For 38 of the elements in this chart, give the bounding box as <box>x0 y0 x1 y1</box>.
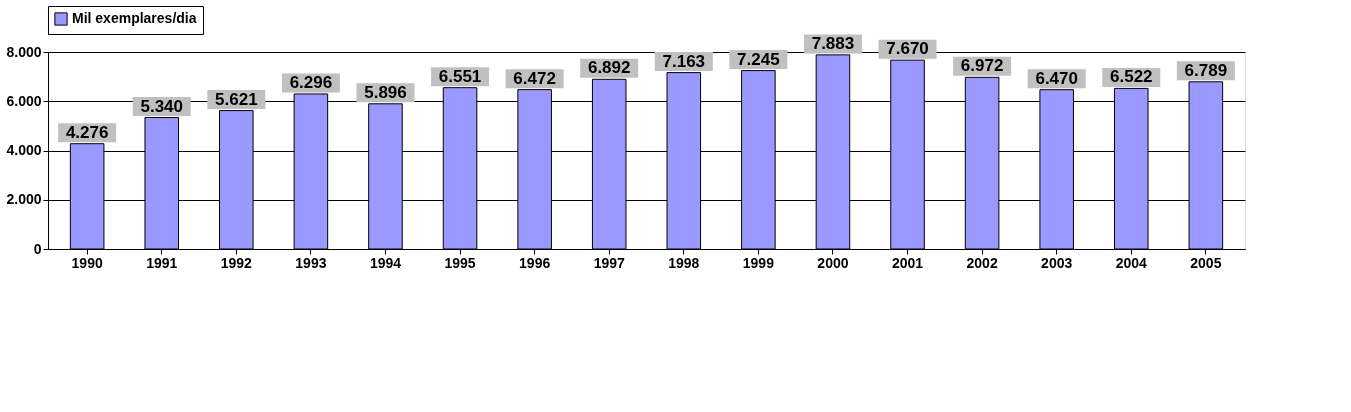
y-tick-label: 2.000 <box>6 191 42 208</box>
x-tick-label: 1991 <box>146 254 178 271</box>
x-tick-label: 1995 <box>444 254 476 271</box>
x-tick-label: 1997 <box>593 254 625 271</box>
x-tick-label: 1999 <box>742 254 775 271</box>
data-label: 6.972 <box>960 56 1004 76</box>
data-label: 7.670 <box>886 39 929 59</box>
x-tick-label: 1994 <box>369 254 402 271</box>
x-tick-label: 2003 <box>1041 254 1073 271</box>
y-tick-label: 8.000 <box>6 43 42 60</box>
data-label: 7.245 <box>737 49 780 69</box>
x-tick-label: 2001 <box>891 254 924 271</box>
data-label: 4.276 <box>65 122 109 142</box>
x-tick-label: 2004 <box>1115 254 1148 271</box>
y-tick-label: 4.000 <box>6 142 42 158</box>
data-label: 6.472 <box>513 68 556 88</box>
x-tick-label: 2002 <box>966 254 998 271</box>
data-label: 6.470 <box>1035 68 1078 88</box>
data-label: 6.296 <box>289 72 333 92</box>
y-tick-label: 6.000 <box>6 92 42 109</box>
x-tick-label: 1996 <box>519 254 551 271</box>
data-label: 5.621 <box>215 89 258 109</box>
x-tick-label: 1993 <box>295 254 327 271</box>
data-label: 6.892 <box>587 58 631 78</box>
data-label: 6.522 <box>1109 67 1153 87</box>
x-tick-label: 1992 <box>220 254 253 271</box>
data-label: 5.340 <box>140 96 184 116</box>
x-tick-label: 1998 <box>668 254 700 271</box>
x-tick-label: 2000 <box>817 254 849 271</box>
y-tick-label: 0 <box>33 240 42 257</box>
x-tick-label: 2005 <box>1190 254 1222 271</box>
data-label: 5.896 <box>364 82 407 102</box>
x-tick-label: 1990 <box>71 254 103 271</box>
data-label: 6.551 <box>438 66 482 86</box>
data-label: 7.163 <box>662 51 706 71</box>
data-label: 7.883 <box>811 33 855 53</box>
data-label: 6.789 <box>1184 60 1228 80</box>
legend-label: Mil exemplares/dia <box>72 10 197 26</box>
